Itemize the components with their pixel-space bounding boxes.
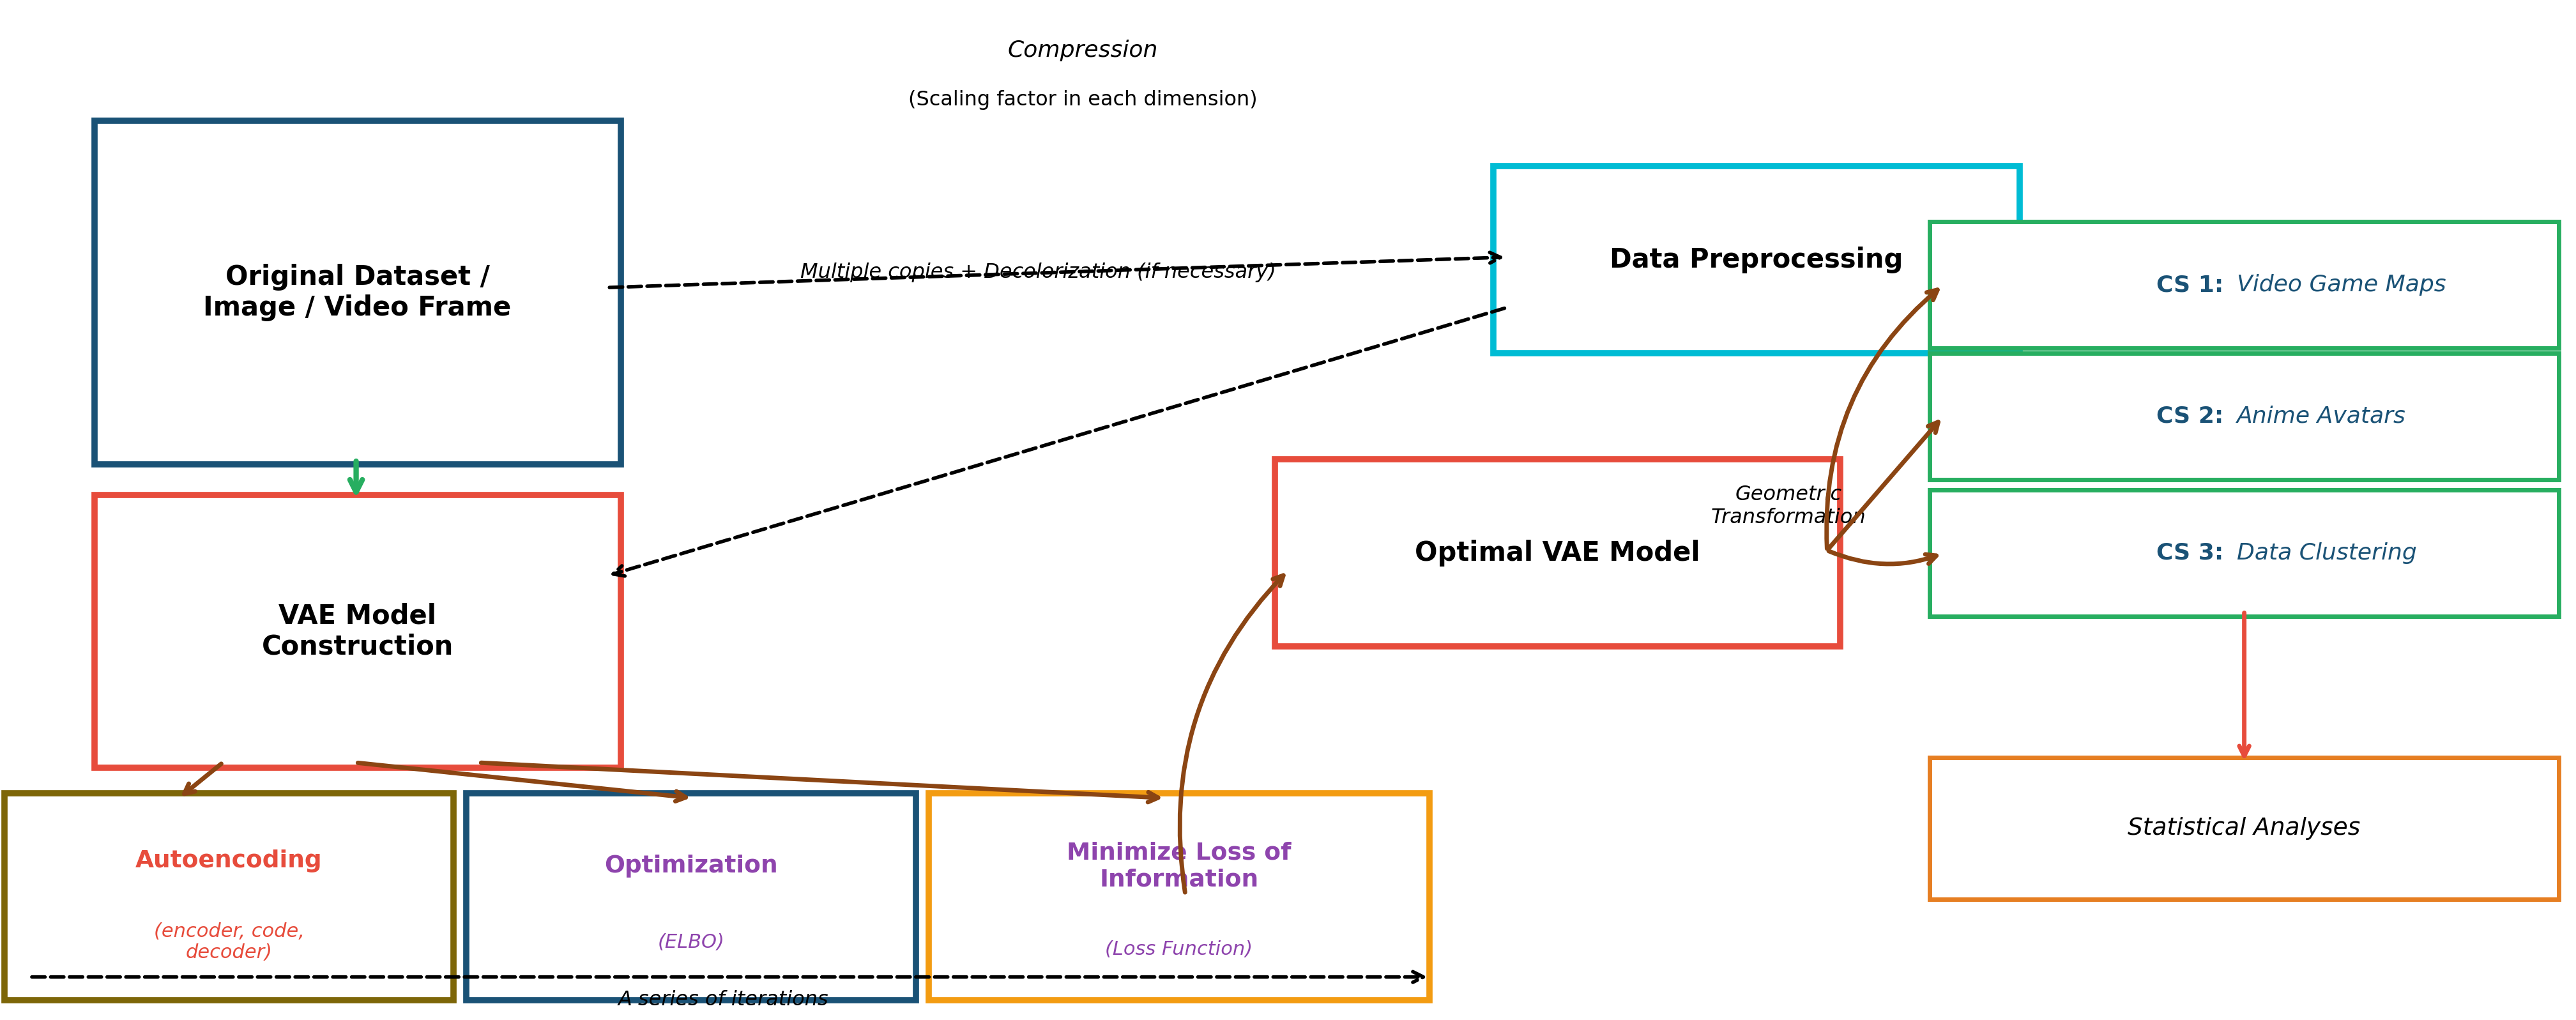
FancyBboxPatch shape bbox=[1929, 353, 2558, 479]
Text: (ELBO): (ELBO) bbox=[657, 933, 724, 952]
Text: Anime Avatars: Anime Avatars bbox=[2236, 406, 2406, 427]
FancyBboxPatch shape bbox=[1929, 221, 2558, 348]
FancyBboxPatch shape bbox=[1275, 459, 1839, 647]
Text: CS 3:: CS 3: bbox=[2156, 542, 2231, 564]
FancyBboxPatch shape bbox=[5, 793, 453, 1001]
Text: Optimization: Optimization bbox=[605, 855, 778, 878]
FancyBboxPatch shape bbox=[95, 495, 621, 768]
Text: Video Game Maps: Video Game Maps bbox=[2236, 274, 2445, 296]
FancyBboxPatch shape bbox=[927, 793, 1430, 1001]
Text: Data Clustering: Data Clustering bbox=[2236, 542, 2416, 564]
Text: Statistical Analyses: Statistical Analyses bbox=[2128, 817, 2360, 839]
Text: Minimize Loss of
Information: Minimize Loss of Information bbox=[1066, 841, 1291, 891]
Text: Compression: Compression bbox=[1007, 40, 1157, 61]
Text: Autoencoding: Autoencoding bbox=[137, 850, 322, 873]
Text: Geometric
Transformation: Geometric Transformation bbox=[1710, 484, 1865, 527]
FancyBboxPatch shape bbox=[1929, 490, 2558, 616]
Text: CS 1:: CS 1: bbox=[2156, 274, 2231, 296]
Text: (Scaling factor in each dimension): (Scaling factor in each dimension) bbox=[909, 91, 1257, 110]
FancyBboxPatch shape bbox=[466, 793, 914, 1001]
Text: (encoder, code,
decoder): (encoder, code, decoder) bbox=[155, 922, 304, 962]
FancyBboxPatch shape bbox=[1494, 166, 2020, 353]
Text: (Loss Function): (Loss Function) bbox=[1105, 939, 1252, 959]
Text: Original Dataset /
Image / Video Frame: Original Dataset / Image / Video Frame bbox=[204, 263, 513, 321]
Text: Multiple copies + Decolorization (if necessary): Multiple copies + Decolorization (if nec… bbox=[801, 262, 1275, 283]
Text: A series of iterations: A series of iterations bbox=[618, 990, 829, 1010]
Text: Optimal VAE Model: Optimal VAE Model bbox=[1414, 540, 1700, 566]
Text: VAE Model
Construction: VAE Model Construction bbox=[263, 602, 453, 660]
FancyBboxPatch shape bbox=[1929, 758, 2558, 900]
FancyBboxPatch shape bbox=[95, 120, 621, 464]
Text: CS 2:: CS 2: bbox=[2156, 406, 2231, 427]
Text: Data Preprocessing: Data Preprocessing bbox=[1610, 246, 1904, 273]
